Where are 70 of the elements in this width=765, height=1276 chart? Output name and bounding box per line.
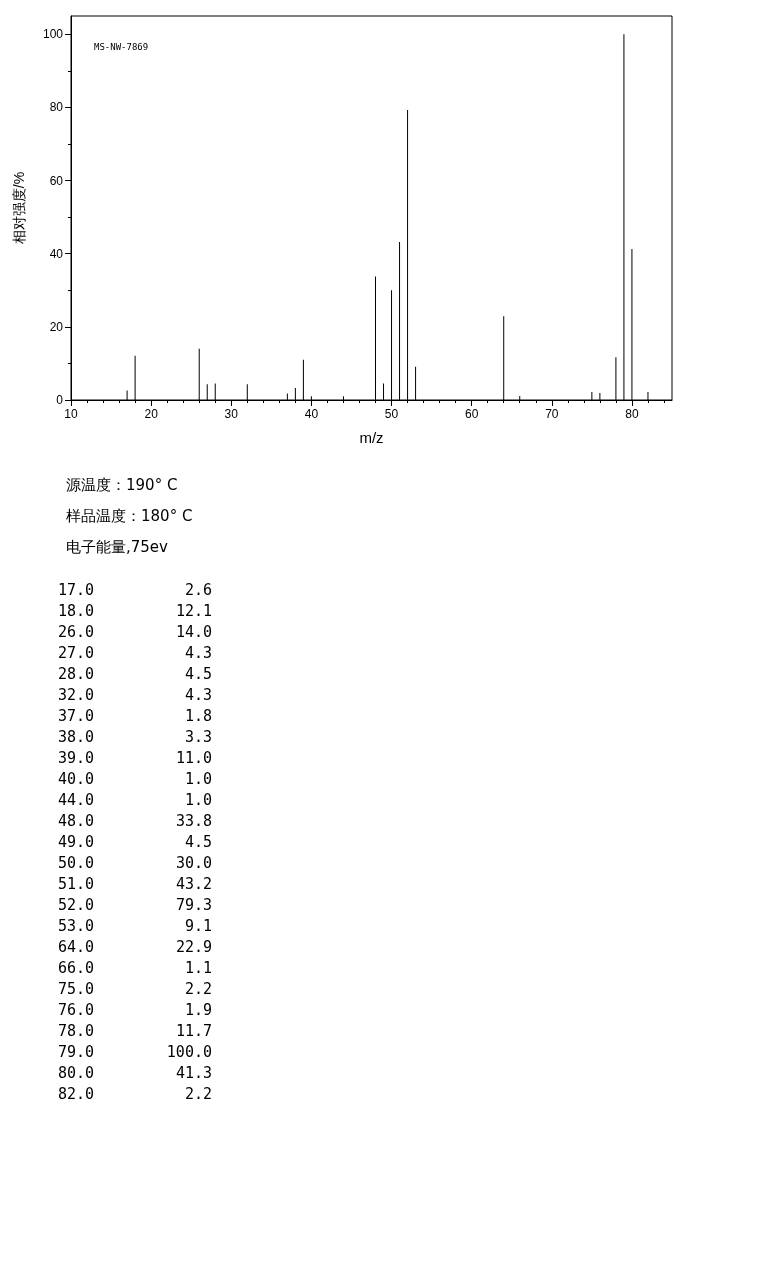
category-label: 44.0 [58, 790, 96, 811]
text: 4.5 [184, 665, 212, 683]
y-tick-label: 0 [56, 393, 64, 407]
text: 9.1 [184, 917, 212, 935]
text: 2.2 [184, 1085, 212, 1103]
text: 4.5 [184, 833, 212, 851]
text: 1.0 [184, 770, 212, 788]
category-label: 78.0 [58, 1021, 96, 1042]
text: 12.1 [175, 602, 212, 620]
text: 4.3 [184, 686, 212, 704]
text: 1.0 [184, 791, 212, 809]
text: 样品温度：180° C [66, 506, 193, 527]
x-axis-title: m/z [359, 429, 384, 446]
category-label: 32.0 [58, 685, 96, 706]
category-label: 48.0 [58, 811, 96, 832]
text: 1.9 [184, 1001, 212, 1019]
category-label: 64.0 [58, 937, 96, 958]
x-tick-label: 70 [545, 407, 559, 421]
y-tick-label: 40 [49, 246, 64, 261]
text: 41.3 [175, 1064, 212, 1082]
category-label: 40.0 [58, 769, 96, 790]
category-label: 52.0 [58, 895, 96, 916]
text: 电子能量,75ev [66, 537, 169, 558]
text: 11.0 [175, 749, 212, 767]
category-label: 27.0 [58, 643, 96, 664]
text: 30.0 [175, 854, 212, 872]
text: 33.8 [175, 812, 212, 830]
category-label: 18.0 [58, 601, 96, 622]
category-label: 39.0 [58, 748, 96, 769]
category-label: 26.0 [58, 622, 96, 643]
category-label: 79.0 [58, 1042, 96, 1063]
x-tick-label: 60 [464, 407, 479, 421]
category-label: 37.0 [58, 706, 96, 727]
category-label: 82.0 [58, 1084, 96, 1105]
category-label: 80.0 [58, 1063, 96, 1084]
y-tick-label: 60 [49, 173, 64, 188]
y-tick-label: 80 [49, 100, 64, 115]
text: 源温度：190° C [66, 475, 179, 496]
category-label: 75.0 [58, 979, 96, 1000]
text: 43.2 [175, 875, 212, 893]
text: 22.9 [175, 938, 212, 956]
text: 1.8 [184, 707, 212, 725]
y-axis-title: 相对强度/% [11, 171, 27, 245]
x-tick-label: 40 [304, 407, 319, 421]
x-tick-label: 20 [144, 407, 159, 421]
category-label: 66.0 [58, 958, 96, 979]
category-label: 76.0 [58, 1000, 96, 1021]
text: 14.0 [175, 623, 212, 641]
category-label: 49.0 [58, 832, 96, 853]
category-label: 53.0 [58, 916, 96, 937]
category-label: 51.0 [58, 874, 96, 895]
category-label: 38.0 [58, 727, 96, 748]
y-tick-label: 100 [42, 27, 64, 42]
y-tick-label: 20 [49, 319, 64, 334]
x-tick-label: 10 [64, 407, 78, 421]
category-label: 50.0 [58, 853, 96, 874]
text: 3.3 [184, 728, 212, 746]
text: 79.3 [175, 896, 212, 914]
text: 11.7 [175, 1022, 212, 1040]
category-label: 28.0 [58, 664, 96, 685]
text: 2.6 [184, 581, 212, 599]
x-tick-label: 80 [625, 407, 639, 421]
x-tick-label: 50 [384, 407, 399, 421]
text: 2.2 [184, 980, 212, 998]
x-tick-label: 30 [224, 407, 239, 421]
category-label: 17.0 [58, 580, 96, 601]
text: 4.3 [184, 644, 212, 662]
text: 1.1 [184, 959, 212, 977]
annotation: MS-NW-7869 [94, 41, 149, 52]
text: 100.0 [166, 1043, 212, 1061]
